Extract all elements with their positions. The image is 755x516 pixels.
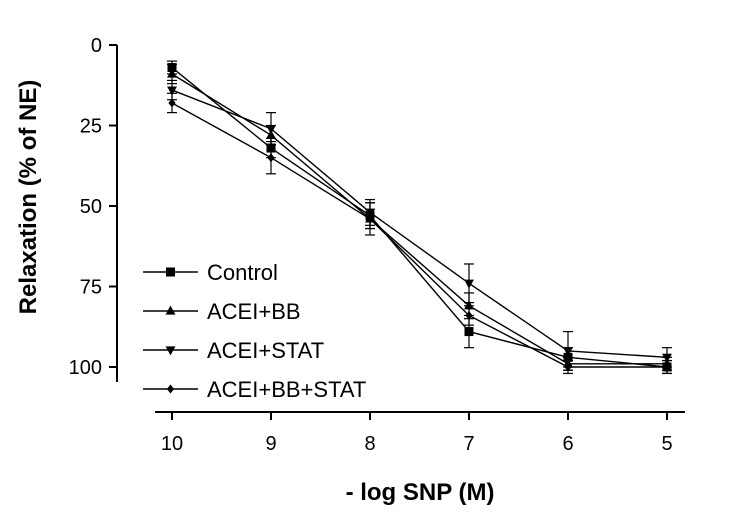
legend-marker [166, 267, 175, 277]
legend-label: Control [207, 260, 278, 285]
y-ticks: 0 25 50 75 100 [69, 35, 117, 379]
x-tick-label: 8 [364, 433, 375, 455]
series-acei-bb [167, 63, 672, 371]
data-point [464, 300, 474, 310]
x-tick-label: 10 [161, 433, 183, 455]
series-line [171, 66, 668, 368]
x-axis: 10 9 8 7 6 5 [155, 411, 685, 455]
y-tick-label: 25 [80, 116, 102, 138]
data-point [563, 347, 573, 357]
legend-item: Control [143, 260, 278, 285]
x-ticks: 10 9 8 7 6 5 [161, 412, 673, 455]
legend-item: ACEI+BB [143, 299, 301, 324]
plot-area [167, 60, 672, 375]
series-control [167, 60, 672, 375]
data-point [465, 310, 473, 320]
data-point [167, 86, 177, 96]
y-tick-label: 50 [80, 196, 102, 218]
x-axis-title: - log SNP (M) [346, 479, 495, 506]
legend-item: ACEI+BB+STAT [143, 377, 366, 402]
y-axis-title: Relaxation (% of NE) [15, 80, 42, 315]
y-axis: 0 25 50 75 100 [69, 35, 118, 382]
legend-label: ACEI+STAT [207, 338, 324, 363]
legend-label: ACEI+BB [207, 299, 301, 324]
data-point [267, 153, 275, 163]
legend: Control ACEI+BB ACEI+STAT ACEI+BB+STAT [143, 260, 366, 402]
data-point [167, 68, 177, 78]
data-point [464, 327, 474, 337]
legend-marker [165, 346, 176, 356]
legend-label: ACEI+BB+STAT [207, 377, 366, 402]
series-line [171, 89, 668, 359]
legend-item: ACEI+STAT [143, 338, 324, 363]
x-tick-label: 5 [661, 433, 672, 455]
data-point [564, 362, 572, 372]
series-acei-stat [167, 79, 672, 371]
data-point [266, 125, 276, 135]
legend-marker [165, 305, 176, 315]
y-tick-label: 0 [91, 35, 102, 57]
series-acei-bb-stat [167, 92, 672, 375]
data-point [662, 353, 672, 363]
y-tick-label: 100 [69, 357, 102, 379]
x-tick-label: 7 [463, 433, 474, 455]
y-tick-label: 75 [80, 277, 102, 299]
x-tick-label: 6 [562, 433, 573, 455]
x-tick-label: 9 [265, 433, 276, 455]
data-point [663, 362, 671, 372]
data-point [168, 98, 176, 108]
series-line [171, 73, 667, 365]
data-point [366, 214, 374, 224]
data-point [464, 279, 474, 289]
legend-marker [166, 384, 175, 394]
series-line [171, 102, 667, 368]
